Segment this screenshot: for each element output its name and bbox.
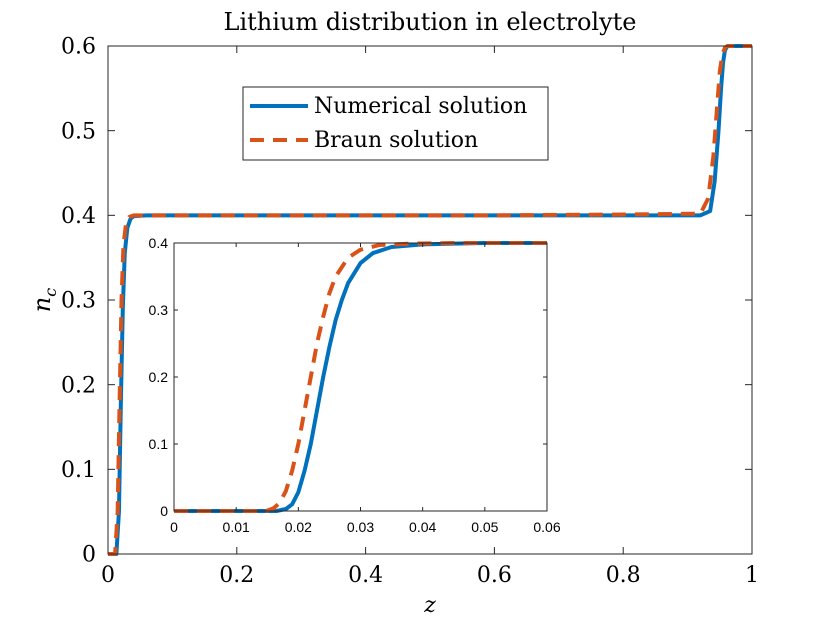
main-y-tick-label: 0.5 <box>61 119 96 144</box>
y-axis-label-subscript: c <box>41 288 60 297</box>
legend: Numerical solution Braun solution <box>242 86 549 161</box>
main-y-tick-label: 0.1 <box>61 458 96 483</box>
main-y-ticks: 0 0.1 0.2 0.3 0.4 0.5 0.6 <box>61 35 752 568</box>
legend-label-braun: Braun solution <box>314 128 478 153</box>
main-y-tick-label: 0 <box>82 543 96 568</box>
inset-y-tick-label: 0 <box>160 503 168 519</box>
inset-x-tick-label: 0.02 <box>285 519 312 535</box>
inset-y-tick-label: 0.2 <box>149 369 169 385</box>
inset-plot: 0 0.01 0.02 0.03 0.04 0.05 0.06 0 0.1 0.2 0.3 0.4 <box>149 235 561 535</box>
main-y-tick-label: 0.3 <box>61 289 96 314</box>
main-x-tick-label: 0 <box>101 563 115 588</box>
y-axis-label-main: n <box>28 297 56 312</box>
main-series-layer <box>108 44 752 556</box>
inset-y-tick-label: 0.1 <box>149 436 169 452</box>
main-x-tick-label: 0.4 <box>348 563 383 588</box>
inset-x-tick-label: 0.01 <box>223 519 250 535</box>
main-x-ticks: 0 0.2 0.4 0.6 0.8 1 <box>101 46 759 588</box>
inset-plot-background <box>174 243 547 511</box>
main-x-tick-label: 0.8 <box>606 563 641 588</box>
legend-box <box>242 86 549 161</box>
main-y-tick-label: 0.4 <box>61 204 96 229</box>
inset-x-tick-label: 0.03 <box>347 519 374 535</box>
inset-x-tick-label: 0.06 <box>533 519 560 535</box>
inset-x-ticks: 0 0.01 0.02 0.03 0.04 0.05 0.06 <box>170 243 561 535</box>
y-axis-label: nc <box>28 288 60 312</box>
inset-y-tick-label: 0.4 <box>149 235 169 251</box>
inset-series-braun <box>174 241 547 513</box>
main-x-tick-label: 0.2 <box>219 563 254 588</box>
legend-label-numerical: Numerical solution <box>314 94 527 119</box>
main-y-tick-label: 0.2 <box>61 373 96 398</box>
inset-x-tick-label: 0.04 <box>409 519 436 535</box>
inset-y-tick-label: 0.3 <box>149 302 169 318</box>
y-axis-label-group: nc <box>28 288 60 312</box>
main-series-braun <box>108 44 752 556</box>
inset-x-tick-label: 0.05 <box>471 519 498 535</box>
inset-series-layer <box>174 241 547 513</box>
chart-title: Lithium distribution in electrolyte <box>224 8 637 36</box>
inset-y-ticks: 0 0.1 0.2 0.3 0.4 <box>149 235 547 519</box>
main-x-tick-label: 1 <box>745 563 759 588</box>
inset-x-tick-label: 0 <box>170 519 178 535</box>
x-axis-label: z <box>423 593 436 618</box>
main-x-tick-label: 0.6 <box>477 563 512 588</box>
main-y-tick-label: 0.6 <box>61 35 96 60</box>
